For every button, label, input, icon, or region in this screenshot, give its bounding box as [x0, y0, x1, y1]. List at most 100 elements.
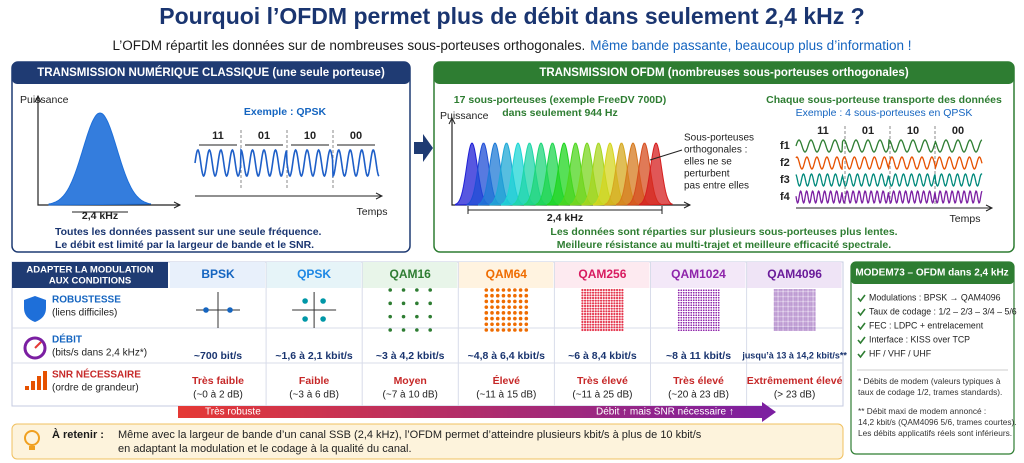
constellation-point	[484, 288, 489, 292]
constellation-point	[613, 302, 616, 305]
constellation-point	[602, 291, 605, 294]
constellation-point	[613, 312, 616, 316]
constellation-point	[501, 311, 506, 315]
constellation-point	[388, 328, 393, 332]
bars-icon	[37, 376, 41, 390]
constellation-point	[581, 291, 584, 294]
constellation-point	[594, 294, 597, 297]
constellation-point	[507, 299, 511, 304]
constellation-point	[594, 320, 597, 324]
constellation-point	[507, 316, 511, 321]
label: Les données sont réparties sur plusieurs…	[550, 226, 897, 238]
constellation-point	[610, 328, 613, 332]
label: QAM4096	[767, 267, 822, 281]
constellation-point	[615, 318, 619, 321]
constellation-point	[501, 288, 506, 292]
constellation-point	[507, 305, 511, 309]
label: HF / VHF / UHF	[869, 348, 932, 358]
constellation-point	[591, 288, 595, 292]
constellation-point	[415, 288, 419, 292]
constellation-axes	[292, 292, 337, 328]
constellation-point	[597, 328, 600, 332]
constellation-point	[490, 316, 494, 321]
constellation-point	[490, 299, 494, 304]
constellation-point	[610, 312, 613, 316]
label: 01	[258, 130, 270, 142]
check-icon	[857, 294, 866, 303]
constellation-point	[621, 291, 624, 294]
constellation-point	[586, 320, 589, 324]
constellation-point	[507, 322, 511, 327]
constellation-point	[490, 322, 494, 327]
constellation-point	[607, 315, 611, 318]
constellation-point	[621, 307, 624, 310]
constellation-point	[597, 315, 600, 318]
constellation-point	[524, 328, 529, 332]
arrowhead	[683, 201, 692, 209]
constellation-point	[597, 288, 600, 292]
footer	[11, 423, 844, 460]
constellation-point	[615, 312, 619, 316]
label: QAM64	[486, 267, 528, 281]
constellation-point	[610, 299, 613, 302]
label: 11	[212, 130, 224, 142]
label: orthogonales :	[684, 145, 747, 156]
constellation-point	[591, 302, 595, 305]
constellation-point	[610, 294, 613, 297]
constellation-point	[581, 288, 584, 292]
label: TRANSMISSION OFDM (nombreuses sous-porte…	[539, 67, 908, 79]
subtitle: L’OFDM répartit les données sur de nombr…	[113, 38, 912, 53]
label: f3	[780, 174, 790, 186]
constellation-point	[621, 320, 624, 324]
constellation-point	[607, 318, 611, 321]
constellation-point	[621, 288, 624, 292]
label: * Débits de modem (valeurs typiques à	[858, 376, 1001, 386]
constellation-point	[518, 316, 523, 321]
constellation-point	[607, 310, 611, 313]
constellation-point	[597, 294, 600, 297]
constellation-point	[586, 288, 589, 292]
constellation-point	[618, 302, 621, 305]
constellation-point	[615, 307, 619, 310]
constellation-point	[615, 310, 619, 313]
constellation-point	[615, 288, 619, 292]
constellation-point	[302, 316, 308, 322]
label: AUX CONDITIONS	[49, 276, 131, 287]
spectrum	[639, 142, 673, 206]
label: 10	[304, 130, 316, 142]
constellation-point	[621, 328, 624, 332]
constellation-point	[227, 307, 233, 313]
constellation-point	[586, 310, 589, 313]
constellation-point	[589, 304, 592, 308]
constellation-point	[589, 315, 592, 318]
wave	[795, 190, 983, 204]
label: jusqu’à 13 à 14,2 kbit/s**	[741, 350, 847, 360]
constellation-point	[583, 291, 587, 294]
label: Temps	[357, 206, 388, 218]
constellation-point	[597, 291, 600, 294]
label: Chaque sous-porteuse transporte des donn…	[766, 94, 1002, 106]
constellation-point	[599, 296, 603, 300]
constellation-point	[589, 291, 592, 294]
column-header	[650, 262, 746, 288]
constellation-point	[605, 323, 608, 326]
constellation-point	[586, 318, 589, 321]
title: Pourquoi l’OFDM permet plus de débit dan…	[159, 3, 864, 29]
column-header	[746, 262, 842, 288]
label: QPSK	[297, 267, 331, 281]
constellation-point	[495, 311, 500, 315]
constellation-point	[597, 323, 600, 326]
constellation-point	[599, 307, 603, 310]
sidebar-header	[851, 262, 1014, 284]
label: Modulations : BPSK → QAM4096	[869, 292, 1001, 302]
constellation-point	[605, 307, 608, 310]
label: (liens difficiles)	[52, 308, 117, 319]
constellation-point	[610, 310, 613, 313]
label: SNR NÉCESSAIRE	[52, 368, 141, 381]
constellation-point	[513, 311, 517, 315]
constellation-point	[583, 326, 587, 329]
constellation-point	[615, 304, 619, 308]
constellation-point	[484, 322, 489, 327]
constellation-point	[518, 293, 523, 298]
constellation-point	[591, 312, 595, 316]
